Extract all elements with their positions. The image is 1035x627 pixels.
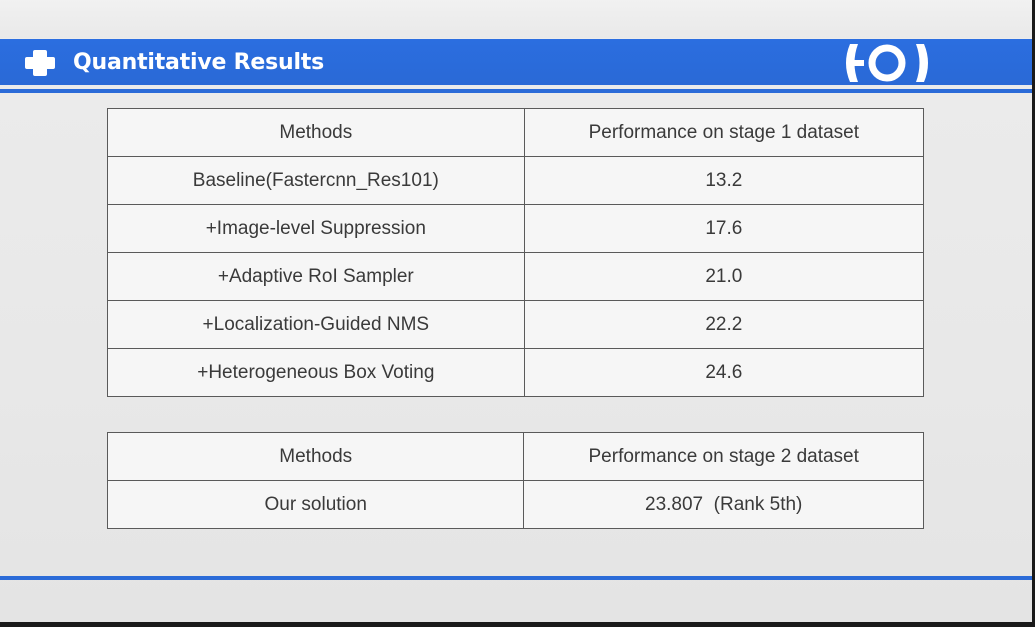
table-header-row: Methods Performance on stage 2 dataset [106,432,924,481]
table-row: Baseline(Fastercnn_Res101) 13.2 [107,156,925,205]
performance-cell: 21.0 [523,252,925,301]
stage2-results-table: Methods Performance on stage 2 dataset O… [106,432,924,529]
table-row: Our solution 23.807 (Rank 5th) [106,480,924,529]
table-header-row: Methods Performance on stage 1 dataset [107,108,925,157]
header-underline [0,89,1032,93]
column-header-performance: Performance on stage 1 dataset [523,108,925,157]
slide-top-strip [0,0,1032,38]
plus-cross-icon [24,49,56,77]
column-header-methods: Methods [107,108,525,157]
page-title: Quantitative Results [73,50,325,75]
performance-cell: 22.2 [523,300,925,349]
method-cell: +Heterogeneous Box Voting [107,348,525,397]
column-header-performance: Performance on stage 2 dataset [523,432,924,481]
table-row: +Localization-Guided NMS 22.2 [107,300,925,349]
performance-cell: 13.2 [523,156,925,205]
performance-cell: 17.6 [523,204,925,253]
performance-cell: 23.807 (Rank 5th) [523,480,924,529]
method-cell: Baseline(Fastercnn_Res101) [107,156,525,205]
method-cell: Our solution [106,480,525,529]
stage1-results-table: Methods Performance on stage 1 dataset B… [107,108,925,397]
method-cell: +Image-level Suppression [107,204,525,253]
brand-logo-icon [840,40,935,86]
method-cell: +Adaptive RoI Sampler [107,252,525,301]
table-row: +Heterogeneous Box Voting 24.6 [107,348,925,397]
footer-line [0,576,1032,580]
column-header-methods: Methods [106,432,525,481]
table-row: +Adaptive RoI Sampler 21.0 [107,252,925,301]
method-cell: +Localization-Guided NMS [107,300,525,349]
performance-cell: 24.6 [523,348,925,397]
table-row: +Image-level Suppression 17.6 [107,204,925,253]
